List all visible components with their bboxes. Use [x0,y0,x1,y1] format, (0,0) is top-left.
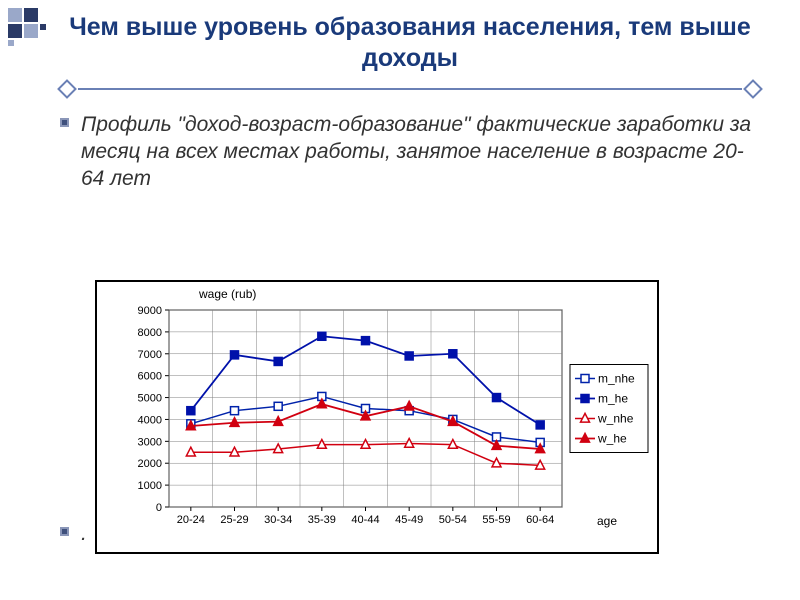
svg-text:35-39: 35-39 [308,514,336,526]
corner-ornament [8,8,52,52]
diamond-icon [57,79,77,99]
svg-text:7000: 7000 [138,349,162,361]
svg-text:m_he: m_he [598,392,628,406]
svg-text:age: age [597,514,617,528]
svg-text:9000: 9000 [138,305,162,317]
svg-text:8000: 8000 [138,327,162,339]
svg-text:0: 0 [156,502,162,514]
svg-text:2000: 2000 [138,458,162,470]
svg-text:w_he: w_he [597,432,627,446]
svg-text:45-49: 45-49 [395,514,423,526]
svg-text:60-64: 60-64 [526,514,554,526]
bullet-icon [60,118,69,127]
svg-text:40-44: 40-44 [351,514,379,526]
bullet-lead: Профиль "доход-возраст-образование" [81,113,471,136]
wage-age-chart: 0 1000 2000 3000 4000 5000 6000 7000 8000 9000 20-… [95,280,659,554]
svg-text:m_nhe: m_nhe [598,372,635,386]
svg-text:1000: 1000 [138,480,162,492]
chart-svg: 0 1000 2000 3000 4000 5000 6000 7000 8000 9000 20-… [97,282,657,552]
bullet-text: Профиль "доход-возраст-образование" факт… [81,111,760,193]
svg-text:6000: 6000 [138,371,162,383]
svg-text:5000: 5000 [138,393,162,405]
svg-text:20-24: 20-24 [177,514,205,526]
title-divider [60,81,760,97]
svg-text:3000: 3000 [138,436,162,448]
lone-bullet-text: . [81,520,87,547]
page-title: Чем выше уровень образования населения, … [60,0,760,75]
svg-text:30-34: 30-34 [264,514,292,526]
lone-bullet: . [60,520,87,547]
svg-text:w_nhe: w_nhe [597,412,634,426]
svg-text:4000: 4000 [138,414,162,426]
svg-text:wage (rub): wage (rub) [198,287,256,301]
svg-text:25-29: 25-29 [220,514,248,526]
bullet-icon [60,527,69,536]
body-content: Профиль "доход-возраст-образование" факт… [60,111,760,193]
diamond-icon [743,79,763,99]
svg-text:50-54: 50-54 [439,514,467,526]
svg-text:55-59: 55-59 [482,514,510,526]
